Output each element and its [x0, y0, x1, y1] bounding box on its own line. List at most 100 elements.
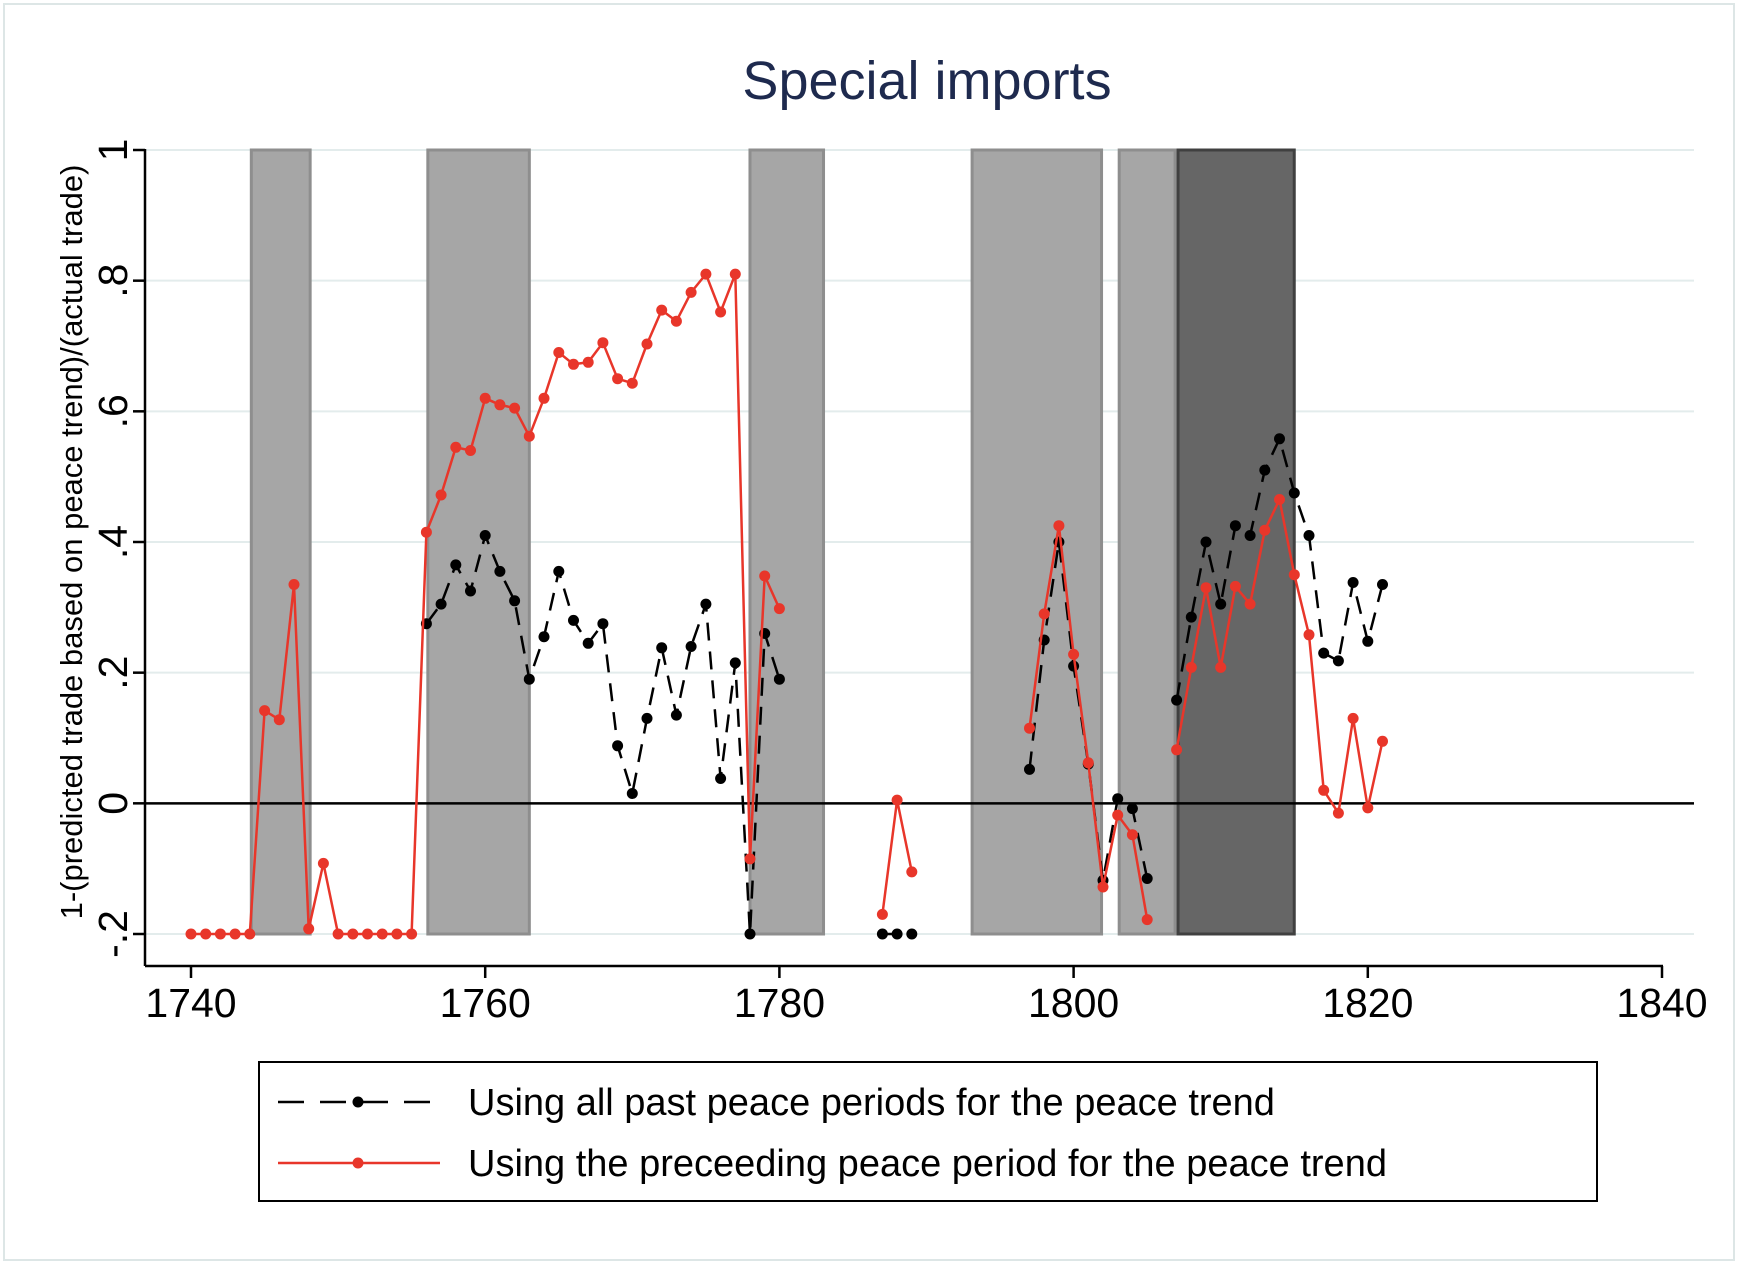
- y-tick-label-4: .6: [90, 394, 136, 428]
- series-1-point-56: [1171, 744, 1183, 756]
- shaded-period-2: [748, 148, 826, 936]
- y-tick-label-2: .2: [90, 656, 136, 690]
- series-0-point-41: [1185, 611, 1197, 623]
- series-1-point-66: [1318, 784, 1330, 796]
- axes: -.2 0 .2 .4 .6 .8 1 1740 1760 1780 1800 1820 1840: [90, 139, 1708, 1026]
- series-0-point-5: [494, 565, 506, 577]
- series-1-point-30: [626, 377, 638, 389]
- series-1-point-2: [214, 928, 226, 940]
- series-0-point-16: [656, 642, 668, 654]
- series-1-point-23: [523, 430, 535, 442]
- series-0-point-21: [729, 657, 741, 669]
- series-1-point-33: [670, 315, 682, 327]
- series-1-point-22: [509, 402, 521, 414]
- series-1-point-62: [1259, 524, 1271, 536]
- series-0-point-3: [465, 585, 476, 597]
- x-tick-label-4: 1820: [1322, 980, 1413, 1026]
- series-1-point-57: [1185, 661, 1197, 673]
- series-1-point-12: [362, 928, 373, 940]
- series-0-point-53: [1362, 635, 1374, 647]
- series-1-point-18: [450, 441, 462, 453]
- shaded-period-0: [249, 148, 312, 936]
- series-0-point-45: [1244, 530, 1256, 541]
- x-tick-label-5: 1840: [1616, 980, 1707, 1026]
- series-1-point-60: [1229, 580, 1241, 592]
- series-1-point-14: [391, 928, 403, 940]
- series-0-point-6: [509, 595, 521, 607]
- y-tick-label-6: 1: [90, 139, 136, 162]
- shaded-period-3: [970, 148, 1104, 936]
- series-0-point-40: [1171, 694, 1183, 706]
- series-1-point-10: [332, 928, 344, 940]
- series-0-point-46: [1259, 464, 1271, 476]
- series-1: [185, 268, 1388, 940]
- series-1-point-25: [553, 347, 565, 358]
- series-0-point-2: [450, 559, 462, 571]
- series-1-point-5: [259, 705, 271, 717]
- series-0-point-36: [1112, 793, 1124, 805]
- series-1-point-61: [1244, 598, 1256, 610]
- series-0-point-8: [538, 631, 550, 643]
- series-1-point-59: [1215, 661, 1227, 673]
- series-0-point-30: [1024, 763, 1035, 775]
- series-1-point-44: [906, 866, 918, 878]
- series-0-point-47: [1274, 433, 1285, 445]
- series-1-point-9: [317, 857, 329, 869]
- series-1-point-29: [612, 373, 624, 385]
- series-1-point-47: [1038, 608, 1050, 620]
- series-0-point-12: [597, 618, 609, 630]
- series-layer: [185, 268, 1388, 940]
- x-tick-label-0: 1740: [145, 980, 236, 1026]
- series-1-point-52: [1112, 809, 1124, 821]
- series-1-point-63: [1274, 494, 1285, 505]
- series-1-point-53: [1126, 829, 1138, 841]
- series-0-point-10: [568, 614, 579, 626]
- legend-marker-all-past: [352, 1096, 364, 1108]
- series-1-point-42: [876, 908, 888, 920]
- series-1-point-20: [479, 392, 491, 404]
- series-0-point-43: [1215, 598, 1227, 610]
- series-1-point-46: [1024, 722, 1035, 734]
- y-tick-label-5: .8: [90, 264, 136, 298]
- series-0-point-42: [1200, 536, 1212, 548]
- series-1-point-40: [773, 603, 785, 615]
- series-1-point-6: [273, 714, 285, 726]
- series-1-point-11: [347, 928, 359, 940]
- series-1-point-67: [1332, 807, 1344, 819]
- series-0-point-1: [435, 598, 447, 610]
- legend-entry-preceeding: Using the preceeding peace period for th…: [278, 1143, 1387, 1185]
- chart-title: Special imports: [742, 51, 1111, 111]
- series-1-point-35: [700, 268, 712, 280]
- series-0-point-24: [773, 673, 785, 685]
- series-1-point-32: [656, 304, 668, 316]
- series-0-point-54: [1377, 579, 1388, 590]
- series-1-point-48: [1053, 520, 1065, 532]
- x-tick-label-2: 1780: [734, 980, 825, 1026]
- legend: Using all past peace periods for the pea…: [258, 1061, 1598, 1202]
- y-tick-label-1: 0: [90, 792, 136, 815]
- plot-area: -.2 0 .2 .4 .6 .8 1 1740 1760 1780 1800 1820 1840: [90, 139, 1708, 1026]
- series-1-point-31: [641, 338, 653, 350]
- series-0-point-50: [1318, 647, 1330, 659]
- series-1-point-34: [685, 286, 697, 298]
- series-1-point-69: [1362, 802, 1374, 814]
- series-1-point-17: [435, 489, 447, 501]
- series-1-point-8: [303, 923, 315, 935]
- series-1-point-65: [1303, 629, 1315, 641]
- series-0-point-20: [715, 773, 727, 784]
- legend-box: [258, 1061, 1598, 1202]
- series-1-point-13: [376, 928, 388, 940]
- series-1-point-36: [715, 306, 727, 318]
- series-1-point-26: [568, 358, 579, 370]
- series-0-point-37: [1126, 803, 1138, 815]
- series-0-point-19: [700, 598, 712, 610]
- series-1-point-1: [200, 928, 212, 940]
- series-0-point-44: [1229, 520, 1241, 532]
- series-0-point-49: [1303, 530, 1315, 541]
- y-tick-label-3: .4: [90, 525, 136, 559]
- x-tick-label-3: 1800: [1028, 980, 1119, 1026]
- series-1-point-15: [406, 928, 418, 940]
- series-0-point-28: [906, 928, 918, 940]
- legend-marker-preceeding: [352, 1157, 364, 1169]
- series-0-point-26: [876, 928, 888, 940]
